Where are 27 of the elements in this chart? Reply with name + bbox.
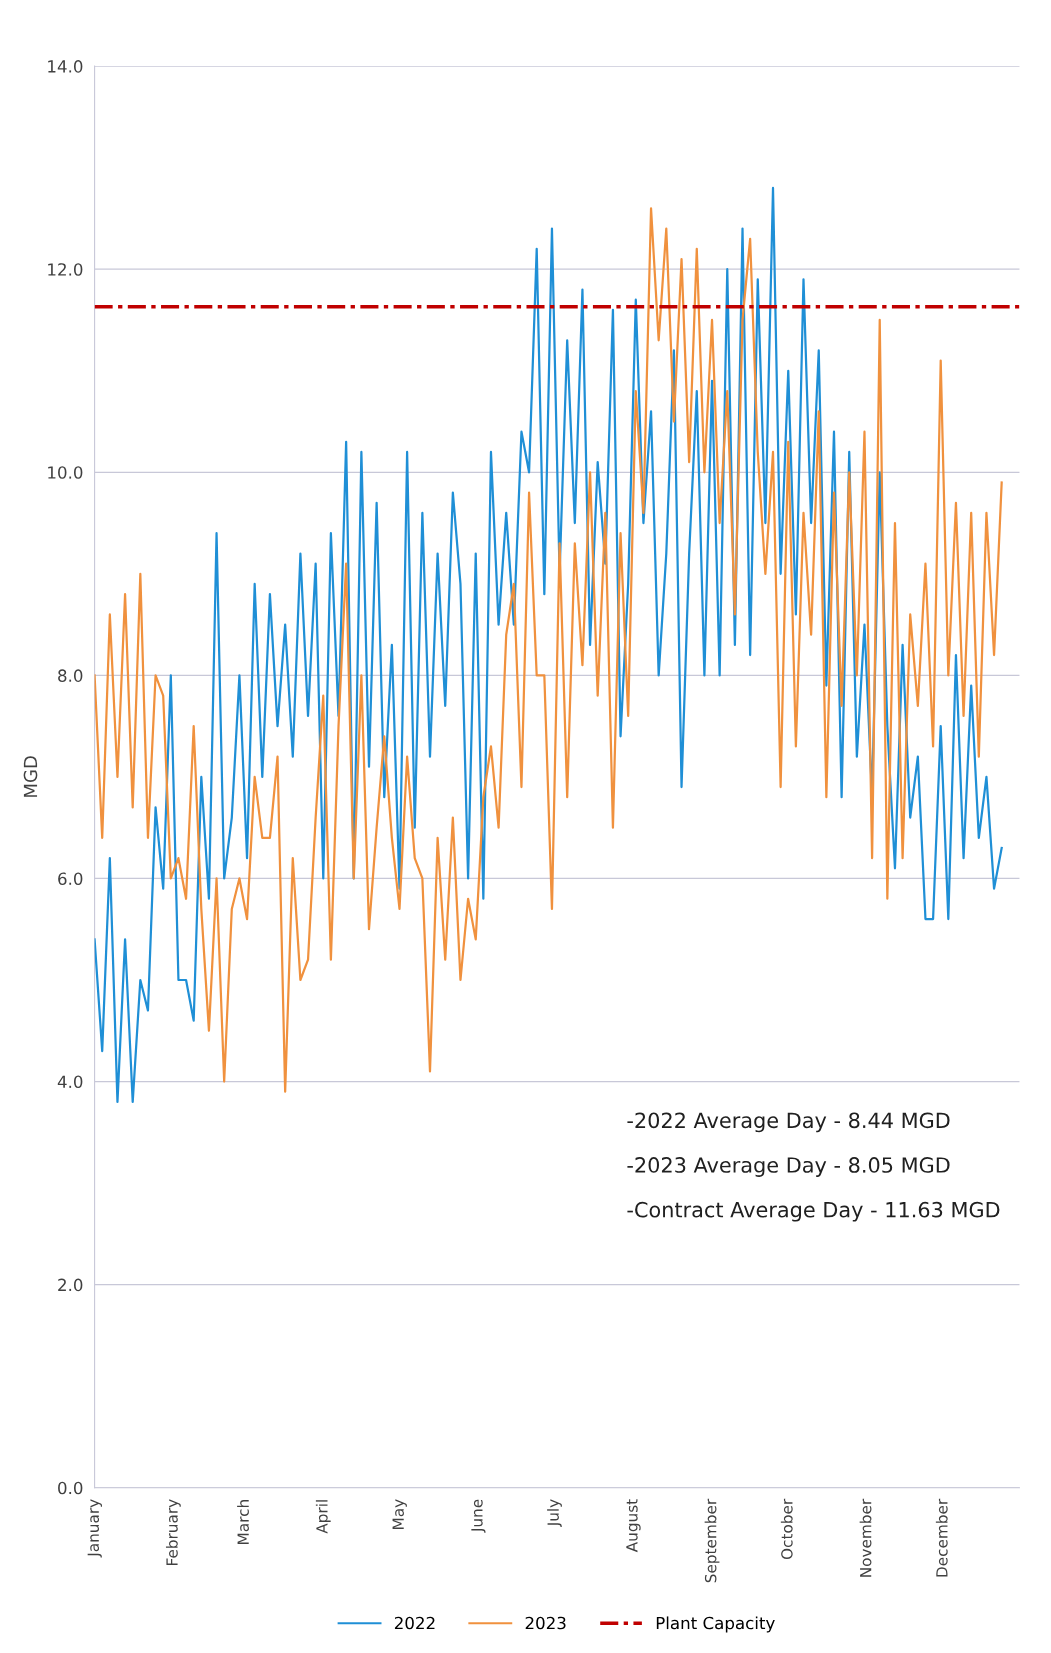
y-tick-label: 2.0 [58, 1278, 83, 1292]
x-tick-label: January [87, 1499, 102, 1558]
x-tick-label: December [935, 1498, 948, 1577]
x-tick-label: April [315, 1500, 331, 1534]
x-tick-label: May [392, 1499, 407, 1529]
y-tick-label: 12.0 [48, 263, 83, 276]
y-tick-label: 8.0 [58, 669, 83, 682]
x-tick-label: July [547, 1499, 562, 1528]
y-tick-label: 14.0 [48, 60, 83, 73]
y-tick-label: 0.0 [58, 1481, 83, 1495]
x-tick-label: October [780, 1498, 793, 1560]
y-tick-label: 6.0 [58, 872, 83, 886]
annotation: -2023 Average Day - 8.05 MGD [627, 1157, 950, 1177]
annotation: -Contract Average Day - 11.63 MGD [627, 1201, 1000, 1222]
x-tick-label: February [165, 1499, 181, 1566]
x-tick-label: November [859, 1498, 872, 1577]
x-tick-label: August [626, 1499, 641, 1553]
y-tick-label: 10.0 [48, 466, 83, 479]
y-axis-title: MGD [23, 756, 38, 797]
legend-label: 2023 [525, 1616, 566, 1630]
x-tick-label: September [704, 1498, 720, 1583]
y-tick-label: 4.0 [57, 1075, 83, 1089]
legend-label: Plant Capacity [656, 1616, 775, 1633]
legend-label: 2022 [394, 1616, 435, 1630]
annotation: -2022 Average Day - 8.44 MGD [627, 1112, 950, 1133]
x-tick-label: March [237, 1500, 249, 1544]
x-tick-label: June [471, 1499, 486, 1533]
